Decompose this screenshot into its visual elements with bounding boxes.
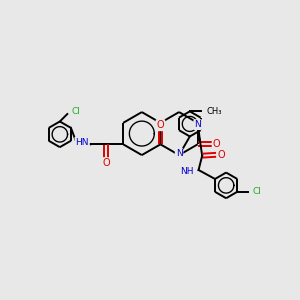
Text: Cl: Cl bbox=[252, 187, 261, 196]
Text: N: N bbox=[194, 120, 201, 129]
Text: NH: NH bbox=[180, 167, 194, 176]
Text: O: O bbox=[102, 158, 110, 168]
Text: Cl: Cl bbox=[71, 107, 80, 116]
Text: O: O bbox=[217, 150, 225, 160]
Text: N: N bbox=[176, 149, 182, 158]
Text: HN: HN bbox=[75, 138, 89, 147]
Text: O: O bbox=[213, 139, 220, 149]
Text: CH₃: CH₃ bbox=[206, 107, 222, 116]
Text: O: O bbox=[157, 120, 164, 130]
